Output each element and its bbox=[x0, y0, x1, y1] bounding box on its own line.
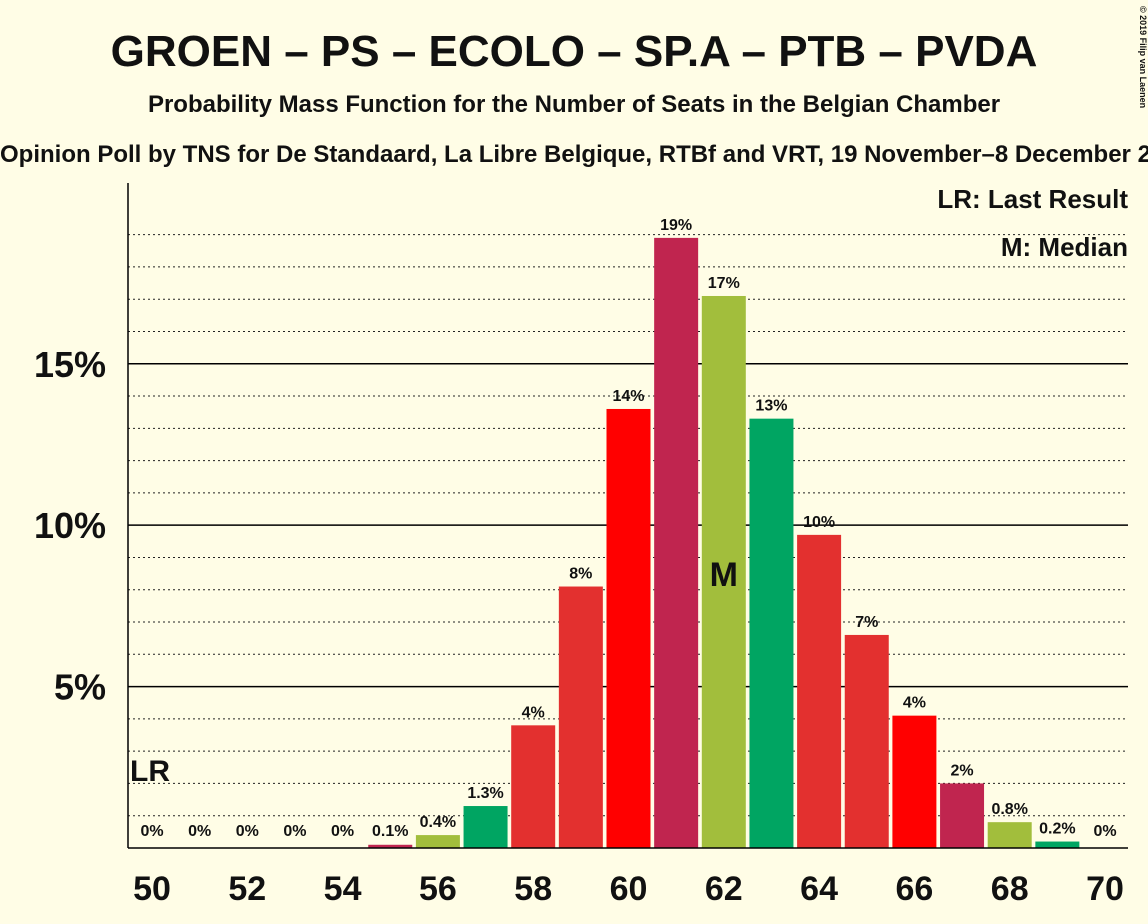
bar bbox=[415, 835, 460, 848]
chart-subtitle-2: Opinion Poll by TNS for De Standaard, La… bbox=[0, 141, 1148, 168]
value-label: 0.4% bbox=[420, 814, 456, 831]
x-tick-label: 60 bbox=[610, 870, 648, 908]
x-tick-label: 64 bbox=[800, 870, 838, 908]
x-tick-label: 50 bbox=[133, 870, 171, 908]
y-tick-label: 15% bbox=[34, 344, 106, 385]
bar bbox=[749, 418, 794, 848]
value-label: 19% bbox=[660, 217, 692, 234]
bar bbox=[368, 844, 413, 848]
value-label: 0% bbox=[236, 823, 259, 840]
value-label: 4% bbox=[903, 695, 926, 712]
value-label: 0.8% bbox=[991, 801, 1027, 818]
value-label: 13% bbox=[755, 398, 787, 415]
value-label: 8% bbox=[569, 566, 592, 583]
value-label: 1.3% bbox=[467, 785, 503, 802]
value-label: 0% bbox=[188, 823, 211, 840]
x-tick-label: 62 bbox=[705, 870, 743, 908]
bar bbox=[1035, 841, 1080, 848]
bar bbox=[940, 783, 985, 848]
value-label: 0.1% bbox=[372, 823, 408, 840]
x-tick-label: 56 bbox=[419, 870, 457, 908]
bar bbox=[987, 822, 1032, 848]
chart-subtitle: Probability Mass Function for the Number… bbox=[148, 91, 1000, 118]
legend-median: M: Median bbox=[1001, 232, 1128, 262]
bar bbox=[892, 715, 937, 848]
value-label: 4% bbox=[522, 704, 545, 721]
bar bbox=[463, 806, 508, 848]
bar bbox=[654, 237, 699, 848]
bar bbox=[511, 725, 556, 848]
value-label: 0.2% bbox=[1039, 821, 1075, 838]
value-label: 7% bbox=[855, 614, 878, 631]
last-result-marker: LR bbox=[130, 755, 170, 788]
bar bbox=[797, 534, 842, 848]
x-tick-label: 66 bbox=[895, 870, 933, 908]
bar bbox=[844, 634, 889, 848]
value-label: 0% bbox=[331, 823, 354, 840]
copyright: © 2019 Filip van Laenen bbox=[1138, 6, 1148, 108]
y-tick-label: 10% bbox=[34, 505, 106, 546]
x-tick-label: 58 bbox=[514, 870, 552, 908]
value-label: 0% bbox=[140, 823, 163, 840]
y-tick-label: 5% bbox=[54, 667, 106, 708]
bar bbox=[701, 295, 746, 848]
bar bbox=[606, 408, 651, 848]
bar bbox=[558, 586, 603, 848]
value-label: 17% bbox=[708, 275, 740, 292]
median-marker: M bbox=[710, 556, 738, 594]
value-label: 2% bbox=[950, 762, 973, 779]
value-label: 14% bbox=[612, 388, 644, 405]
x-tick-label: 70 bbox=[1086, 870, 1124, 908]
value-label: 0% bbox=[1093, 823, 1116, 840]
x-tick-label: 54 bbox=[324, 870, 362, 908]
legend-last-result: LR: Last Result bbox=[937, 184, 1128, 214]
chart-title: GROEN – PS – ECOLO – SP.A – PTB – PVDA bbox=[111, 27, 1038, 76]
x-tick-label: 68 bbox=[991, 870, 1029, 908]
value-label: 10% bbox=[803, 514, 835, 531]
value-label: 0% bbox=[283, 823, 306, 840]
x-tick-label: 52 bbox=[228, 870, 266, 908]
